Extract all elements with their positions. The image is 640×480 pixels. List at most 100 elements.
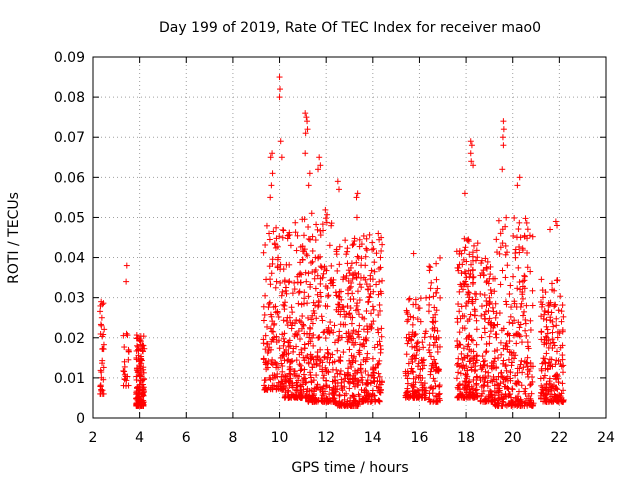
data-point	[543, 394, 550, 401]
data-point	[499, 134, 506, 141]
data-point	[346, 346, 353, 353]
data-point	[418, 356, 425, 363]
data-point	[434, 327, 441, 334]
data-point	[295, 300, 302, 307]
data-point	[528, 390, 535, 397]
data-point	[358, 284, 365, 291]
data-point	[305, 182, 312, 189]
data-point	[137, 337, 144, 344]
data-point	[327, 319, 334, 326]
data-point	[486, 301, 493, 308]
data-point	[270, 336, 277, 343]
data-point	[549, 318, 556, 325]
data-point	[311, 275, 318, 282]
data-point	[314, 352, 321, 359]
data-point	[506, 319, 513, 326]
data-point	[516, 174, 523, 181]
data-point	[286, 394, 293, 401]
data-point	[480, 272, 487, 279]
data-point	[522, 320, 529, 327]
data-point	[432, 289, 439, 296]
data-point	[499, 166, 506, 173]
data-point	[488, 377, 495, 384]
data-point	[470, 376, 477, 383]
data-point	[337, 358, 344, 365]
data-point	[319, 274, 326, 281]
data-point	[275, 313, 282, 320]
data-point	[480, 362, 487, 369]
data-point	[139, 377, 146, 384]
data-point	[323, 219, 330, 226]
data-point	[519, 369, 526, 376]
data-point	[265, 358, 272, 365]
data-point	[260, 336, 267, 343]
data-point	[546, 378, 553, 385]
data-point	[466, 358, 473, 365]
data-point	[465, 379, 472, 386]
data-point	[473, 341, 480, 348]
data-point	[500, 126, 507, 133]
axis-ticks	[92, 56, 607, 419]
data-point	[467, 270, 474, 277]
data-point	[524, 371, 531, 378]
data-point	[332, 383, 339, 390]
data-point	[371, 268, 378, 275]
data-point	[299, 313, 306, 320]
data-point	[515, 226, 522, 233]
data-point	[133, 402, 140, 409]
data-point	[560, 313, 567, 320]
data-point	[512, 250, 519, 257]
data-point	[521, 308, 528, 315]
data-point	[317, 263, 324, 270]
data-point	[456, 250, 463, 257]
data-point	[427, 385, 434, 392]
data-point	[510, 349, 517, 356]
data-point	[460, 280, 467, 287]
data-point	[334, 370, 341, 377]
data-point	[547, 314, 554, 321]
data-point	[492, 392, 499, 399]
data-point	[316, 356, 323, 363]
data-point	[500, 357, 507, 364]
data-point	[270, 321, 277, 328]
data-point	[414, 339, 421, 346]
data-point	[473, 380, 480, 387]
data-point	[290, 393, 297, 400]
data-point	[367, 323, 374, 330]
data-point	[275, 379, 282, 386]
data-point	[317, 232, 324, 239]
data-point	[303, 379, 310, 386]
data-point	[506, 291, 513, 298]
data-point	[459, 391, 466, 398]
data-point	[371, 369, 378, 376]
data-point	[323, 368, 330, 375]
data-point	[266, 299, 273, 306]
data-point	[283, 290, 290, 297]
data-point	[557, 393, 564, 400]
data-point	[537, 375, 544, 382]
data-point	[433, 307, 440, 314]
data-point	[121, 344, 128, 351]
data-point	[319, 359, 326, 366]
data-point	[539, 294, 546, 301]
data-point	[280, 227, 287, 234]
data-point	[514, 285, 521, 292]
data-point	[322, 335, 329, 342]
data-point	[456, 308, 463, 315]
data-point	[431, 327, 438, 334]
data-point	[545, 388, 552, 395]
data-point	[513, 340, 520, 347]
data-point	[308, 334, 315, 341]
y-tick-label: 0.05	[54, 210, 85, 226]
data-point	[498, 351, 505, 358]
data-point	[469, 300, 476, 307]
data-point	[97, 308, 104, 315]
data-point	[98, 298, 105, 305]
data-point	[269, 170, 276, 177]
data-point	[470, 360, 477, 367]
data-point	[307, 284, 314, 291]
data-point	[521, 232, 528, 239]
data-point	[277, 385, 284, 392]
data-point	[553, 315, 560, 322]
data-point	[554, 222, 561, 229]
